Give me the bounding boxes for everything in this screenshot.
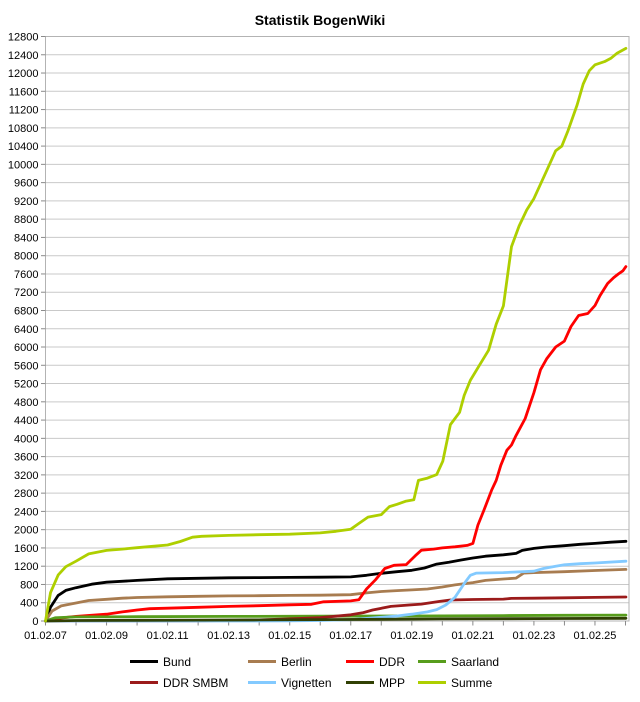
y-axis-label: 12400 (8, 50, 39, 62)
legend-item-saarland: Saarland (418, 654, 510, 669)
series-line-berlin (44, 568, 628, 623)
chart-title: Statistik BogenWiki (254, 12, 386, 28)
y-axis-label: 6000 (14, 342, 38, 354)
series-line-ddr (44, 265, 628, 623)
legend-label-bund: Bund (163, 654, 192, 669)
x-axis-label: 01.02.19 (390, 630, 433, 642)
legend-item-ddr: DDR (346, 654, 418, 669)
legend-grid: Bund Berlin DDR Saarland DDR SMBM Vignet… (130, 654, 510, 690)
legend-label-berlin: Berlin (281, 654, 312, 669)
legend-swatch-summe (418, 681, 446, 684)
legend-item-vignetten: Vignetten (248, 675, 346, 690)
x-axis-label: 01.02.17 (329, 630, 372, 642)
legend-item-bund: Bund (130, 654, 248, 669)
legend-swatch-vignetten (248, 681, 276, 684)
x-axis-label: 01.02.25 (574, 630, 617, 642)
y-axis-label: 3200 (14, 470, 38, 482)
y-axis-label: 3600 (14, 452, 38, 464)
y-axis-label: 8000 (14, 251, 38, 263)
legend-label-ddr-smbm: DDR SMBM (163, 675, 229, 690)
y-axis-label: 2800 (14, 488, 38, 500)
legend-swatch-ddr-smbm (130, 681, 158, 684)
x-axis-label: 01.02.21 (451, 630, 494, 642)
y-axis-label: 6400 (14, 324, 38, 336)
y-axis-label: 0 (32, 616, 38, 628)
legend-swatch-bund (130, 660, 158, 663)
legend-label-mpp: MPP (379, 675, 406, 690)
legend-swatch-ddr (346, 660, 374, 663)
y-axis-label: 1200 (14, 561, 38, 573)
legend-swatch-berlin (248, 660, 276, 663)
legend-item-berlin: Berlin (248, 654, 346, 669)
legend-swatch-saarland (418, 660, 446, 663)
x-axis-label: 01.02.15 (268, 630, 311, 642)
x-axis-label: 01.02.11 (147, 630, 189, 642)
legend-label-summe: Summe (451, 675, 493, 690)
legend-item-ddr-smbm: DDR SMBM (130, 675, 248, 690)
legend-label-ddr: DDR (379, 654, 405, 669)
x-axis-label: 01.02.09 (85, 630, 128, 642)
y-axis-label: 8800 (14, 214, 38, 226)
y-axis-label: 4400 (14, 415, 38, 427)
y-axis-label: 7200 (14, 287, 38, 299)
y-axis-label: 6800 (14, 305, 38, 317)
y-axis-label: 11600 (9, 86, 39, 98)
line-chart-plot: 0 400 800 1200 1600 2000 2400 2800 3200 3600 4000 4… (8, 32, 630, 642)
y-axis-label: 10000 (8, 159, 39, 171)
y-axis-label: 10800 (8, 123, 39, 135)
chart-legend: Bund Berlin DDR Saarland DDR SMBM Vignet… (0, 654, 640, 690)
y-axis-label: 7600 (14, 269, 38, 281)
series-line-mpp (44, 616, 628, 623)
y-axis-label: 1600 (14, 543, 38, 555)
series-line-bund (44, 539, 628, 623)
y-axis-label: 10400 (8, 141, 39, 153)
legend-label-saarland: Saarland (451, 654, 500, 669)
x-axis-label: 01.02.13 (207, 630, 250, 642)
series-line-summe (44, 47, 628, 623)
x-axis-label: 01.02.07 (24, 630, 67, 642)
y-axis-label: 8400 (14, 232, 38, 244)
y-axis-label: 2000 (14, 525, 38, 537)
legend-label-vignetten: Vignetten (281, 675, 332, 690)
y-axis-label: 12000 (8, 68, 39, 80)
y-axis-label: 400 (20, 598, 38, 610)
x-axis-label: 01.02.23 (512, 630, 555, 642)
legend-item-summe: Summe (418, 675, 510, 690)
y-axis-label: 11200 (9, 105, 39, 117)
series-line-saarland (44, 613, 628, 623)
y-axis-label: 800 (20, 579, 38, 591)
y-axis-label: 9200 (14, 196, 38, 208)
legend-item-mpp: MPP (346, 675, 418, 690)
series-line-vignetten (44, 559, 628, 623)
y-axis-label: 4800 (14, 397, 38, 409)
y-axis-label: 5600 (14, 360, 38, 372)
legend-swatch-mpp (346, 681, 374, 684)
y-axis-label: 5200 (14, 379, 38, 391)
y-axis-label: 9600 (14, 178, 38, 190)
y-axis-label: 12800 (8, 32, 39, 44)
y-axis-label: 2400 (14, 506, 38, 518)
y-axis-label: 4000 (14, 433, 38, 445)
